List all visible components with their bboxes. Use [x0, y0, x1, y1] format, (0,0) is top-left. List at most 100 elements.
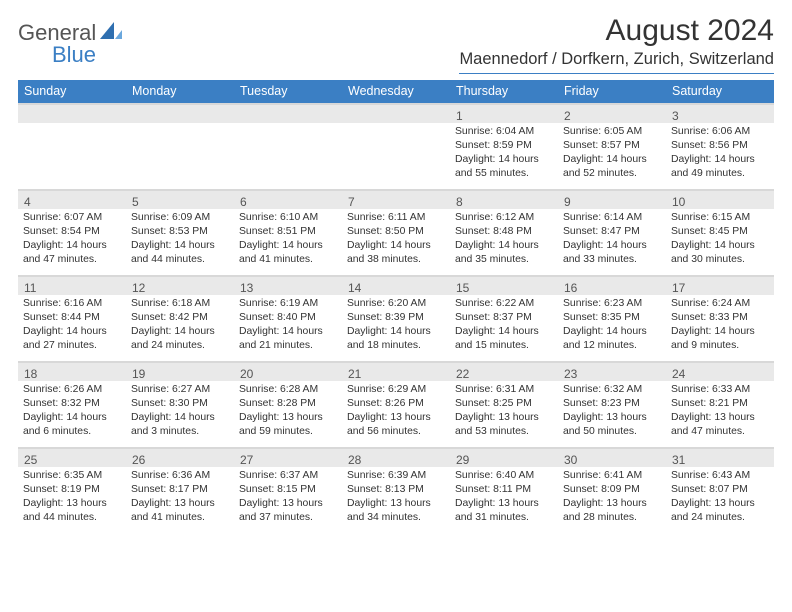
- sunrise-text: Sunrise: 6:19 AM: [239, 297, 337, 311]
- day-body: Sunrise: 6:33 AMSunset: 8:21 PMDaylight:…: [666, 381, 774, 441]
- sunrise-text: Sunrise: 6:16 AM: [23, 297, 121, 311]
- day-cell: 14Sunrise: 6:20 AMSunset: 8:39 PMDayligh…: [342, 275, 450, 361]
- day-body: Sunrise: 6:40 AMSunset: 8:11 PMDaylight:…: [450, 467, 558, 527]
- day-body: Sunrise: 6:26 AMSunset: 8:32 PMDaylight:…: [18, 381, 126, 441]
- daylight-text: Daylight: 13 hours and 44 minutes.: [23, 497, 121, 525]
- day-body: Sunrise: 6:37 AMSunset: 8:15 PMDaylight:…: [234, 467, 342, 527]
- day-cell: 6 Sunrise: 6:10 AMSunset: 8:51 PMDaylight…: [234, 189, 342, 275]
- day-number: 19: [132, 367, 145, 381]
- daynum-row: 23: [558, 361, 666, 381]
- daylight-text: Daylight: 13 hours and 24 minutes.: [671, 497, 769, 525]
- daynum-row: 27: [234, 447, 342, 467]
- day-cell: 9Sunrise: 6:14 AMSunset: 8:47 PMDaylight…: [558, 189, 666, 275]
- day-number: 24: [672, 367, 685, 381]
- day-number: 23: [564, 367, 577, 381]
- sunset-text: Sunset: 8:51 PM: [239, 225, 337, 239]
- sunrise-text: Sunrise: 6:12 AM: [455, 211, 553, 225]
- sunset-text: Sunset: 8:33 PM: [671, 311, 769, 325]
- sunset-text: Sunset: 8:50 PM: [347, 225, 445, 239]
- daynum-row: 4: [18, 189, 126, 209]
- sunrise-text: Sunrise: 6:07 AM: [23, 211, 121, 225]
- sunrise-text: Sunrise: 6:22 AM: [455, 297, 553, 311]
- day-body: Sunrise: 6:05 AMSunset: 8:57 PMDaylight:…: [558, 123, 666, 183]
- day-cell: 7Sunrise: 6:11 AMSunset: 8:50 PMDaylight…: [342, 189, 450, 275]
- week-row: 25Sunrise: 6:35 AMSunset: 8:19 PMDayligh…: [18, 447, 774, 533]
- daynum-row: [342, 103, 450, 123]
- day-number: 13: [240, 281, 253, 295]
- day-number: 8: [456, 195, 463, 209]
- day-cell: 27Sunrise: 6:37 AMSunset: 8:15 PMDayligh…: [234, 447, 342, 533]
- week-row: 4Sunrise: 6:07 AMSunset: 8:54 PMDaylight…: [18, 189, 774, 275]
- day-body: Sunrise: 6:16 AMSunset: 8:44 PMDaylight:…: [18, 295, 126, 355]
- day-number: 21: [348, 367, 361, 381]
- daylight-text: Daylight: 14 hours and 49 minutes.: [671, 153, 769, 181]
- daynum-row: 5: [126, 189, 234, 209]
- day-body: Sunrise: 6:18 AMSunset: 8:42 PMDaylight:…: [126, 295, 234, 355]
- sunrise-text: Sunrise: 6:36 AM: [131, 469, 229, 483]
- day-body: Sunrise: 6:43 AMSunset: 8:07 PMDaylight:…: [666, 467, 774, 527]
- sunset-text: Sunset: 8:42 PM: [131, 311, 229, 325]
- sunset-text: Sunset: 8:23 PM: [563, 397, 661, 411]
- logo-sail-icon: [100, 21, 122, 46]
- day-cell: 5Sunrise: 6:09 AMSunset: 8:53 PMDaylight…: [126, 189, 234, 275]
- day-cell: 2Sunrise: 6:05 AMSunset: 8:57 PMDaylight…: [558, 103, 666, 189]
- sunset-text: Sunset: 8:35 PM: [563, 311, 661, 325]
- sunrise-text: Sunrise: 6:18 AM: [131, 297, 229, 311]
- day-number: 26: [132, 453, 145, 467]
- day-number: 25: [24, 453, 37, 467]
- location-subtitle: Maennedorf / Dorfkern, Zurich, Switzerla…: [459, 50, 774, 69]
- daynum-row: [126, 103, 234, 123]
- daylight-text: Daylight: 13 hours and 53 minutes.: [455, 411, 553, 439]
- day-cell: 17Sunrise: 6:24 AMSunset: 8:33 PMDayligh…: [666, 275, 774, 361]
- day-cell: 22Sunrise: 6:31 AMSunset: 8:25 PMDayligh…: [450, 361, 558, 447]
- day-number: 17: [672, 281, 685, 295]
- daylight-text: Daylight: 13 hours and 56 minutes.: [347, 411, 445, 439]
- daylight-text: Daylight: 14 hours and 21 minutes.: [239, 325, 337, 353]
- daylight-text: Daylight: 14 hours and 55 minutes.: [455, 153, 553, 181]
- daynum-row: 6: [234, 189, 342, 209]
- day-header: Saturday: [666, 80, 774, 103]
- day-cell: 11Sunrise: 6:16 AMSunset: 8:44 PMDayligh…: [18, 275, 126, 361]
- daylight-text: Daylight: 13 hours and 47 minutes.: [671, 411, 769, 439]
- page-title: August 2024: [459, 14, 774, 48]
- day-body: Sunrise: 6:19 AMSunset: 8:40 PMDaylight:…: [234, 295, 342, 355]
- daynum-row: 10: [666, 189, 774, 209]
- day-body: Sunrise: 6:41 AMSunset: 8:09 PMDaylight:…: [558, 467, 666, 527]
- sunset-text: Sunset: 8:09 PM: [563, 483, 661, 497]
- sunrise-text: Sunrise: 6:39 AM: [347, 469, 445, 483]
- sunset-text: Sunset: 8:53 PM: [131, 225, 229, 239]
- sunrise-text: Sunrise: 6:29 AM: [347, 383, 445, 397]
- daynum-row: 3: [666, 103, 774, 123]
- daynum-row: 9: [558, 189, 666, 209]
- sunrise-text: Sunrise: 6:11 AM: [347, 211, 445, 225]
- page-header: General Blue August 2024 Maennedorf / Do…: [18, 14, 774, 74]
- sunset-text: Sunset: 8:11 PM: [455, 483, 553, 497]
- daynum-row: 16: [558, 275, 666, 295]
- daynum-row: 17: [666, 275, 774, 295]
- day-body: Sunrise: 6:22 AMSunset: 8:37 PMDaylight:…: [450, 295, 558, 355]
- sunrise-text: Sunrise: 6:10 AM: [239, 211, 337, 225]
- day-cell: 29Sunrise: 6:40 AMSunset: 8:11 PMDayligh…: [450, 447, 558, 533]
- daylight-text: Daylight: 14 hours and 15 minutes.: [455, 325, 553, 353]
- day-cell: 19Sunrise: 6:27 AMSunset: 8:30 PMDayligh…: [126, 361, 234, 447]
- daylight-text: Daylight: 14 hours and 9 minutes.: [671, 325, 769, 353]
- day-cell: 1Sunrise: 6:04 AMSunset: 8:59 PMDaylight…: [450, 103, 558, 189]
- logo-text-blue: Blue: [52, 42, 96, 67]
- daylight-text: Daylight: 13 hours and 37 minutes.: [239, 497, 337, 525]
- sunrise-text: Sunrise: 6:28 AM: [239, 383, 337, 397]
- sunrise-text: Sunrise: 6:09 AM: [131, 211, 229, 225]
- day-header: Friday: [558, 80, 666, 103]
- sunset-text: Sunset: 8:48 PM: [455, 225, 553, 239]
- daylight-text: Daylight: 14 hours and 41 minutes.: [239, 239, 337, 267]
- daylight-text: Daylight: 14 hours and 47 minutes.: [23, 239, 121, 267]
- day-header: Sunday: [18, 80, 126, 103]
- sunset-text: Sunset: 8:57 PM: [563, 139, 661, 153]
- day-body: [234, 123, 342, 127]
- day-number: 3: [672, 109, 679, 123]
- sunset-text: Sunset: 8:56 PM: [671, 139, 769, 153]
- day-body: Sunrise: 6:32 AMSunset: 8:23 PMDaylight:…: [558, 381, 666, 441]
- daynum-row: 21: [342, 361, 450, 381]
- day-body: Sunrise: 6:12 AMSunset: 8:48 PMDaylight:…: [450, 209, 558, 269]
- sunset-text: Sunset: 8:13 PM: [347, 483, 445, 497]
- sunset-text: Sunset: 8:44 PM: [23, 311, 121, 325]
